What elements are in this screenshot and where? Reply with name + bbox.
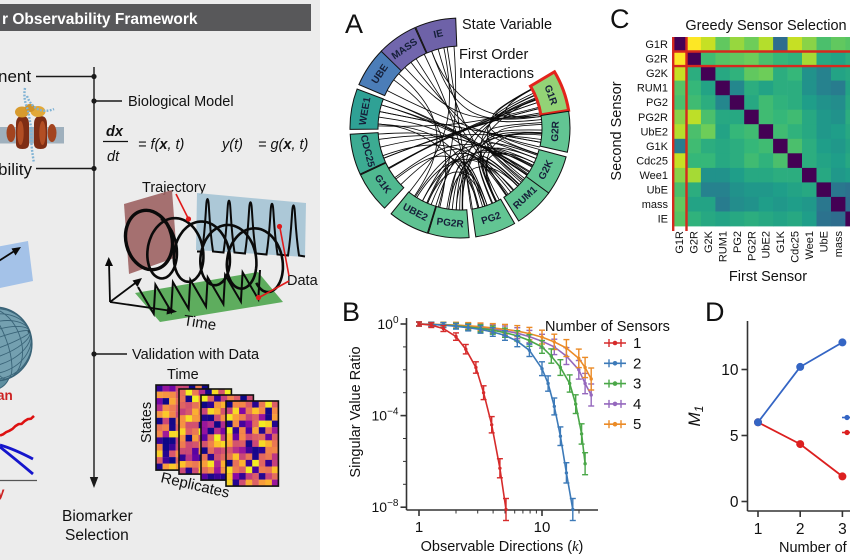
svg-text:First Order: First Order	[459, 47, 528, 63]
svg-text:PG2R: PG2R	[746, 231, 758, 261]
svg-text:Greedy Sensor Selection: Greedy Sensor Selection	[685, 18, 846, 34]
svg-text:Second Sensor: Second Sensor	[609, 81, 625, 180]
svg-text:Selection: Selection	[65, 527, 129, 544]
svg-text:RUM1: RUM1	[717, 231, 729, 262]
svg-text:D: D	[705, 297, 725, 327]
svg-text:Singular Value Ratio: Singular Value Ratio	[348, 346, 364, 477]
svg-text:r Observability Framework: r Observability Framework	[2, 11, 198, 28]
svg-text:G2R: G2R	[550, 120, 562, 142]
svg-text:Interactions: Interactions	[459, 66, 534, 82]
svg-text:dx: dx	[106, 124, 124, 140]
svg-text:4: 4	[633, 396, 641, 413]
svg-text:G1K: G1K	[775, 230, 787, 253]
svg-text:1: 1	[633, 335, 641, 352]
svg-text:G2R: G2R	[645, 54, 668, 66]
svg-text:Number of Sensors: Number of Sensors	[545, 319, 670, 335]
svg-text:10: 10	[534, 519, 551, 536]
svg-text:Data: Data	[287, 273, 319, 289]
svg-text:5: 5	[730, 428, 739, 445]
svg-text:G2R: G2R	[689, 231, 701, 254]
svg-text:PG2: PG2	[732, 231, 744, 253]
svg-text:10: 10	[721, 362, 739, 379]
svg-text:IE: IE	[433, 28, 445, 41]
svg-text:First Sensor: First Sensor	[729, 269, 807, 285]
svg-text:G1R: G1R	[674, 231, 686, 254]
svg-text:Wee1: Wee1	[804, 231, 816, 260]
svg-text:an: an	[0, 388, 13, 403]
svg-text:dt: dt	[107, 149, 120, 165]
svg-text:PG2R: PG2R	[436, 217, 465, 231]
svg-text:C: C	[610, 4, 630, 34]
svg-text:Cdc25: Cdc25	[790, 231, 802, 263]
svg-text:States: States	[139, 402, 155, 443]
svg-text:y(t): y(t)	[221, 137, 243, 153]
svg-text:= g(x, t): = g(x, t)	[258, 137, 308, 153]
svg-text:5: 5	[633, 416, 641, 433]
svg-text:100: 100	[377, 315, 399, 332]
svg-text:A: A	[345, 9, 363, 39]
svg-text:IE: IE	[658, 214, 668, 226]
svg-text:bility: bility	[0, 160, 33, 179]
svg-text:Cdc25: Cdc25	[636, 155, 668, 167]
svg-text:y: y	[0, 485, 5, 500]
svg-text:nent: nent	[0, 67, 31, 86]
svg-text:Biological Model: Biological Model	[128, 94, 234, 110]
svg-text:Biomarker: Biomarker	[62, 508, 133, 525]
svg-text:G1R: G1R	[645, 39, 668, 51]
svg-text:= f(x, t): = f(x, t)	[138, 137, 184, 153]
svg-text:Observable Directions (k): Observable Directions (k)	[421, 539, 584, 555]
svg-text:M1: M1	[685, 406, 706, 427]
svg-text:Time: Time	[167, 367, 199, 383]
svg-text:2: 2	[633, 355, 641, 372]
svg-text:PG2: PG2	[646, 97, 668, 109]
svg-text:mass: mass	[642, 199, 669, 211]
svg-text:1: 1	[754, 521, 763, 538]
svg-text:Number of Sensors: Number of Sensors	[779, 540, 850, 556]
svg-text:UbE: UbE	[647, 185, 668, 197]
svg-text:Time: Time	[182, 312, 217, 334]
svg-text:Validation with Data: Validation with Data	[132, 347, 260, 363]
svg-text:10−8: 10−8	[372, 498, 399, 515]
svg-text:10−4: 10−4	[372, 407, 399, 424]
svg-text:G2K: G2K	[703, 230, 715, 253]
svg-text:B: B	[342, 297, 360, 327]
svg-text:Trajectory: Trajectory	[142, 180, 207, 196]
svg-text:G1K: G1K	[646, 141, 669, 153]
svg-text:RUM1: RUM1	[637, 83, 668, 95]
svg-text:G2K: G2K	[646, 68, 669, 80]
svg-text:UbE2: UbE2	[761, 231, 773, 259]
svg-text:State Variable: State Variable	[462, 17, 552, 33]
svg-text:3: 3	[838, 521, 847, 538]
svg-text:1: 1	[415, 519, 423, 536]
svg-text:UbE: UbE	[819, 231, 831, 252]
svg-text:2: 2	[796, 521, 805, 538]
svg-text:0: 0	[730, 494, 739, 511]
svg-text:Wee1: Wee1	[639, 170, 668, 182]
svg-text:UbE2: UbE2	[640, 126, 668, 138]
svg-text:PG2R: PG2R	[638, 112, 668, 124]
svg-text:mass: mass	[833, 231, 845, 258]
svg-text:3: 3	[633, 376, 641, 393]
svg-text:WEE1: WEE1	[358, 96, 374, 126]
